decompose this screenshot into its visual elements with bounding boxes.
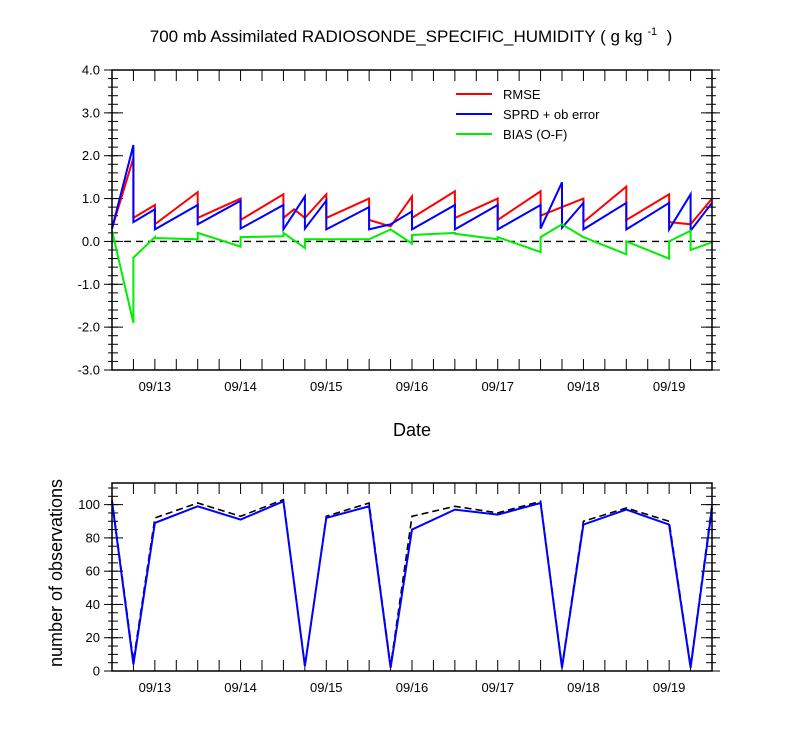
- y-tick-label: -1.0: [78, 277, 100, 292]
- x-tick-label: 09/18: [567, 379, 600, 394]
- top-y-tick-labels: -3.0 -2.0 -1.0 0.0 1.0 2.0 3.0 4.0: [78, 63, 100, 378]
- x-tick-label: 09/17: [481, 680, 514, 695]
- bottom-series-layer: [111, 498, 713, 668]
- series-line-possible-observations: [111, 498, 713, 667]
- x-tick-label: 09/14: [224, 379, 257, 394]
- top-x-axis-title: Date: [393, 420, 431, 440]
- y-tick-label: 3.0: [82, 105, 100, 120]
- x-tick-label: 09/19: [653, 680, 686, 695]
- x-tick-label: 09/18: [567, 680, 600, 695]
- top-x-tick-labels: 09/13 09/14 09/15 09/16 09/17 09/18 09/19: [139, 379, 686, 394]
- chart-title-superscript: -1: [647, 26, 657, 38]
- top-panel: -3.0-2.0-1.00.01.02.03.04.0 09/13 09/14 09…: [78, 63, 720, 440]
- x-tick-label: 09/14: [224, 680, 257, 695]
- x-tick-label: 09/17: [481, 379, 514, 394]
- y-tick-label: 1.0: [82, 191, 100, 206]
- x-tick-label: 09/13: [139, 379, 172, 394]
- bottom-y-axis-title: number of observations: [46, 479, 66, 667]
- bottom-x-tick-labels: 09/13 09/14 09/15 09/16 09/17 09/18 09/19: [139, 680, 686, 695]
- y-tick-label: -2.0: [78, 320, 100, 335]
- y-tick-label: 40: [86, 597, 100, 612]
- top-plot-frame: [111, 69, 713, 371]
- top-series-layer: [111, 144, 713, 324]
- series-line-assimilated-observations: [111, 499, 713, 668]
- bottom-tick-layer: [104, 483, 720, 672]
- x-tick-label: 09/15: [310, 680, 343, 695]
- series-line-bias-o-f: [111, 223, 713, 324]
- x-tick-label: 09/16: [396, 680, 429, 695]
- x-tick-label: 09/15: [310, 379, 343, 394]
- bottom-y-tick-labels: 0 20 40 60 80 100: [78, 497, 100, 678]
- top-legend: RMSE SPRD + ob error BIAS (O-F): [456, 87, 600, 142]
- y-tick-label: 80: [86, 530, 100, 545]
- y-tick-label: 4.0: [82, 63, 100, 78]
- chart-title: 700 mb Assimilated RADIOSONDE_SPECIFIC_H…: [150, 20, 672, 46]
- bottom-plot-frame: [111, 482, 713, 672]
- x-tick-label: 09/16: [396, 379, 429, 394]
- chart-title-main: 700 mb Assimilated RADIOSONDE_SPECIFIC_H…: [150, 27, 643, 46]
- y-tick-label: 20: [86, 630, 100, 645]
- x-tick-label: 09/13: [139, 680, 172, 695]
- y-tick-label: -3.0: [78, 363, 100, 378]
- y-tick-label: 60: [86, 564, 100, 579]
- y-tick-label: 2.0: [82, 148, 100, 163]
- x-tick-label: 09/19: [653, 379, 686, 394]
- legend-label-rmse: RMSE: [503, 87, 541, 102]
- legend-label-sprd: SPRD + ob error: [503, 107, 600, 122]
- y-tick-label: 0: [93, 664, 100, 679]
- series-line-sprd-ob-error: [111, 144, 713, 234]
- legend-label-bias: BIAS (O-F): [503, 127, 567, 142]
- y-tick-label: 0.0: [82, 234, 100, 249]
- chart-title-suffix: ): [662, 27, 672, 46]
- y-tick-label: 100: [78, 497, 100, 512]
